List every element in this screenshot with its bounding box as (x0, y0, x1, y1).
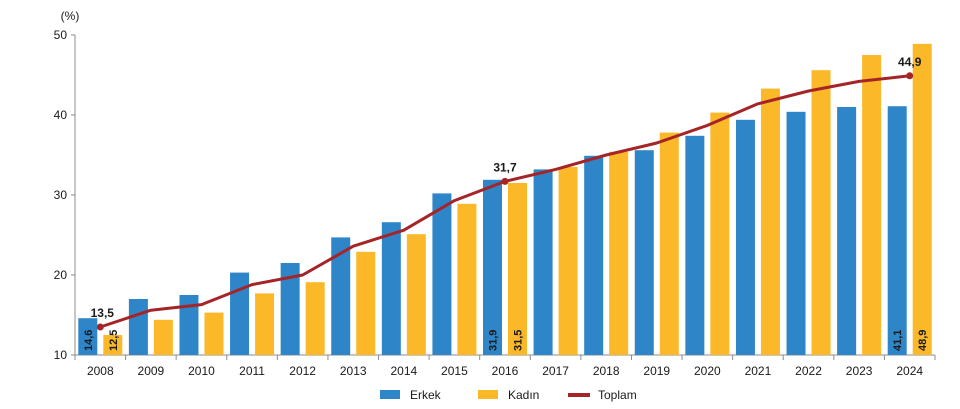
bar-kadin (710, 112, 730, 355)
bar-erkek (837, 107, 857, 355)
bar-kadin (811, 70, 831, 355)
bar-kadin (558, 167, 578, 355)
toplam-point (501, 177, 509, 185)
x-tick-label: 2021 (745, 364, 772, 378)
x-tick-label: 2010 (188, 364, 215, 378)
bar-kadin (760, 88, 780, 355)
bar-kadin (255, 293, 275, 355)
bar-erkek (887, 106, 907, 355)
bar-erkek (230, 272, 250, 355)
bar-value-label: 12,5 (108, 330, 120, 351)
x-tick-label: 2019 (643, 364, 670, 378)
x-tick-label: 2009 (138, 364, 165, 378)
x-tick-label: 2016 (492, 364, 519, 378)
bar-value-label: 14,6 (83, 330, 95, 351)
toplam-point (96, 323, 104, 331)
bar-kadin (406, 234, 426, 355)
legend-kadin-swatch (478, 390, 498, 399)
bar-kadin (912, 43, 932, 356)
legend-erkek-label: Erkek (410, 388, 442, 402)
legend-erkek-swatch (380, 390, 400, 399)
toplam-value-label: 31,7 (493, 160, 517, 174)
bar-kadin (305, 282, 325, 355)
bar-kadin (508, 183, 527, 355)
bar-erkek (634, 150, 654, 355)
x-tick-label: 2022 (795, 364, 822, 378)
bar-erkek (331, 237, 351, 355)
toplam-value-label: 44,9 (898, 55, 922, 69)
legend-toplam-label: Toplam (598, 388, 637, 402)
x-tick-label: 2023 (846, 364, 873, 378)
y-tick-label: 40 (54, 108, 68, 122)
x-tick-label: 2015 (441, 364, 468, 378)
bar-erkek (735, 119, 755, 355)
bar-erkek (685, 135, 705, 355)
x-tick-label: 2013 (340, 364, 367, 378)
toplam-value-label: 13,5 (91, 306, 115, 320)
y-tick-label: 10 (54, 348, 68, 362)
bar-erkek (483, 179, 502, 355)
bar-value-label: 41,1 (892, 330, 904, 351)
bar-erkek (786, 111, 806, 355)
x-tick-label: 2020 (694, 364, 721, 378)
bar-erkek (584, 155, 604, 355)
bar-kadin (153, 319, 173, 355)
bar-kadin (609, 151, 629, 355)
bar-kadin (457, 203, 477, 355)
y-tick-label: 30 (54, 188, 68, 202)
bar-value-label: 48,9 (917, 330, 929, 351)
bar-kadin (103, 335, 123, 355)
x-tick-label: 2012 (289, 364, 316, 378)
bar-erkek (78, 318, 98, 355)
legend-kadin-label: Kadın (508, 388, 539, 402)
bar-erkek (432, 193, 452, 355)
x-tick-label: 2017 (542, 364, 569, 378)
x-tick-label: 2018 (593, 364, 620, 378)
bar-erkek (280, 263, 300, 355)
bar-kadin (862, 55, 882, 355)
bar-value-label: 31,5 (513, 330, 525, 351)
y-tick-label: 20 (54, 268, 68, 282)
bar-erkek (381, 222, 401, 355)
bar-erkek (128, 299, 148, 355)
x-tick-label: 2024 (896, 364, 923, 378)
toplam-point (906, 72, 914, 80)
y-unit-label: (%) (61, 9, 80, 23)
bar-erkek (179, 295, 199, 355)
bar-value-label: 31,9 (488, 330, 500, 351)
bar-kadin (204, 312, 224, 355)
bar-kadin (356, 251, 376, 355)
bar-erkek (533, 169, 553, 355)
bar-kadin (659, 132, 679, 355)
x-tick-label: 2008 (87, 364, 114, 378)
x-tick-label: 2014 (390, 364, 417, 378)
x-tick-label: 2011 (239, 364, 265, 378)
y-tick-label: 50 (54, 28, 68, 42)
